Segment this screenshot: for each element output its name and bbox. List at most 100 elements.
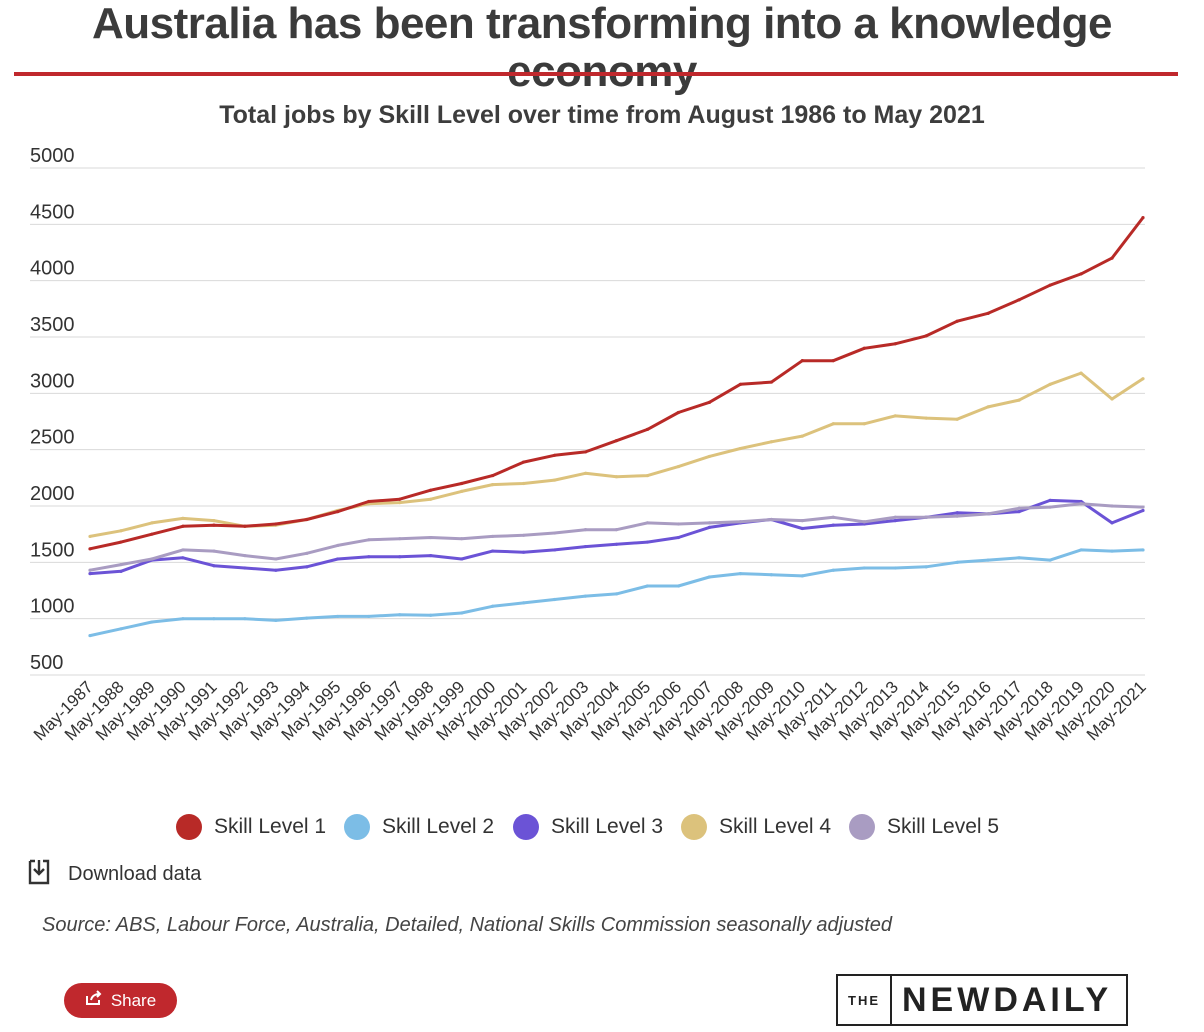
data-point xyxy=(181,556,185,560)
data-point xyxy=(398,537,402,541)
data-point xyxy=(429,488,433,492)
data-point xyxy=(1079,548,1083,552)
data-point xyxy=(862,422,866,426)
data-point xyxy=(738,572,742,576)
y-tick-label: 500 xyxy=(30,652,63,674)
data-point xyxy=(862,566,866,570)
download-data-link[interactable]: Download data xyxy=(28,859,201,890)
logo-name: NEWDAILY xyxy=(902,980,1113,1019)
legend-item-skill-level-4[interactable]: Skill Level 4 xyxy=(681,810,831,844)
y-tick-label: 1000 xyxy=(30,596,75,618)
data-point xyxy=(1079,272,1083,276)
x-axis-ticks: May-1987May-1988May-1989May-1990May-1991… xyxy=(30,677,1150,744)
data-point xyxy=(305,517,309,522)
data-point xyxy=(893,515,897,519)
share-label: Share xyxy=(110,990,157,1010)
data-point xyxy=(614,475,619,479)
data-point xyxy=(862,520,866,524)
data-point xyxy=(460,481,464,486)
legend-item-skill-level-3[interactable]: Skill Level 3 xyxy=(513,810,663,844)
data-point xyxy=(119,529,123,533)
y-axis-ticks: 5000 4500 4000 3500 3000 2500 2000 1500 1000 500 xyxy=(30,145,75,674)
data-point xyxy=(552,478,557,482)
data-point xyxy=(676,584,681,588)
data-point xyxy=(181,548,185,552)
data-point xyxy=(1141,215,1145,220)
data-point xyxy=(491,604,495,608)
data-point xyxy=(955,319,959,323)
data-point xyxy=(181,617,185,621)
data-point xyxy=(1048,498,1052,502)
headline: Australia has been transforming into a k… xyxy=(92,0,1112,96)
data-point xyxy=(552,597,557,602)
data-point xyxy=(955,560,959,564)
data-point xyxy=(460,537,464,541)
data-point xyxy=(645,473,650,478)
data-point xyxy=(1110,397,1114,401)
data-point xyxy=(398,555,402,559)
data-point xyxy=(150,620,154,624)
data-point xyxy=(769,573,773,577)
data-point xyxy=(862,522,866,526)
data-point xyxy=(243,553,247,558)
data-point xyxy=(305,551,309,555)
data-point xyxy=(614,592,619,596)
data-point xyxy=(398,501,402,505)
legend-swatch xyxy=(849,814,875,840)
legend-label: Skill Level 4 xyxy=(719,815,832,838)
data-point xyxy=(1048,283,1052,287)
data-point xyxy=(800,359,804,363)
data-point xyxy=(645,427,650,431)
data-point xyxy=(800,434,804,438)
data-point xyxy=(645,540,650,544)
data-point xyxy=(336,510,340,514)
data-point xyxy=(1017,510,1021,514)
data-point xyxy=(367,555,371,559)
legend-label: Skill Level 2 xyxy=(382,815,495,838)
data-point xyxy=(924,334,928,338)
data-point xyxy=(831,523,835,527)
data-point xyxy=(88,568,92,572)
data-point xyxy=(893,414,897,418)
data-point xyxy=(552,548,557,552)
y-tick-label: 3500 xyxy=(30,314,75,336)
data-point xyxy=(955,511,959,515)
data-point xyxy=(800,519,804,523)
legend-swatch xyxy=(681,814,707,840)
data-point xyxy=(181,524,185,528)
data-point xyxy=(583,471,588,475)
data-point xyxy=(429,535,433,540)
data-point xyxy=(583,450,588,454)
data-point xyxy=(800,574,804,578)
legend-item-skill-level-5[interactable]: Skill Level 5 xyxy=(849,810,999,844)
data-point xyxy=(398,613,402,617)
data-point xyxy=(645,584,650,588)
data-point xyxy=(460,489,464,493)
legend-item-skill-level-1[interactable]: Skill Level 1 xyxy=(176,810,326,844)
data-point xyxy=(955,514,959,518)
share-button[interactable]: Share xyxy=(64,983,177,1018)
data-point xyxy=(429,497,433,501)
data-point xyxy=(769,517,773,522)
data-point xyxy=(986,311,990,315)
data-point xyxy=(1017,298,1021,302)
data-point xyxy=(398,497,402,501)
data-point xyxy=(955,417,959,421)
data-point xyxy=(614,542,619,546)
legend-swatch xyxy=(176,814,202,840)
data-point xyxy=(583,594,588,598)
data-point xyxy=(491,473,495,478)
data-point xyxy=(1017,556,1021,560)
data-point xyxy=(521,533,526,537)
legend-item-skill-level-2[interactable]: Skill Level 2 xyxy=(344,810,494,844)
data-point xyxy=(1141,505,1145,509)
data-point xyxy=(491,482,495,487)
data-point xyxy=(1079,502,1083,506)
data-point xyxy=(707,575,712,579)
y-tick-label: 2500 xyxy=(30,427,75,449)
y-tick-label: 2000 xyxy=(30,483,75,505)
series-lines xyxy=(88,215,1145,638)
legend-label: Skill Level 3 xyxy=(551,815,664,838)
data-point xyxy=(336,557,340,561)
legend-swatch xyxy=(513,814,539,840)
